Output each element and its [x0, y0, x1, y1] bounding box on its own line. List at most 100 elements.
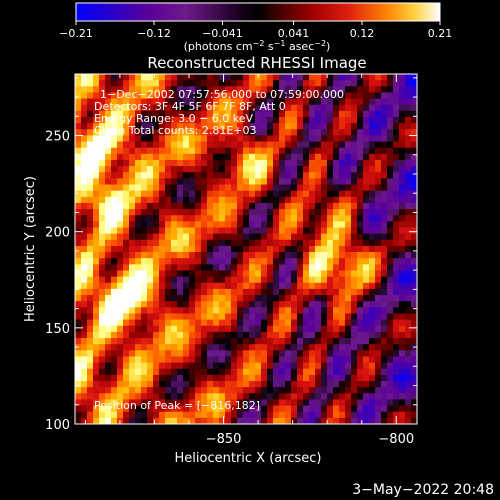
- heatmap-cell: [123, 190, 130, 198]
- heatmap-cell: [141, 282, 148, 290]
- heatmap-cell: [405, 258, 412, 265]
- heatmap-cell: [243, 387, 250, 394]
- heatmap-cell: [189, 252, 196, 259]
- heatmap-cell: [315, 190, 322, 198]
- heatmap-cell: [237, 86, 244, 94]
- heatmap-cell: [303, 92, 310, 100]
- heatmap-cell: [357, 350, 364, 358]
- heatmap-cell: [219, 74, 226, 81]
- heatmap-cell: [237, 227, 244, 235]
- heatmap-cell: [243, 233, 250, 241]
- heatmap-cell: [165, 110, 172, 118]
- heatmap-cell: [279, 350, 286, 358]
- heatmap-cell: [183, 147, 190, 155]
- heatmap-cell: [333, 264, 340, 272]
- heatmap-cell: [363, 245, 370, 253]
- heatmap-cell: [315, 411, 322, 419]
- heatmap-cell: [405, 147, 412, 155]
- heatmap-cell: [285, 227, 292, 235]
- heatmap-cell: [369, 350, 376, 358]
- heatmap-cell: [339, 129, 346, 137]
- heatmap-cell: [129, 295, 136, 302]
- heatmap-cell: [267, 331, 274, 339]
- heatmap-cell: [129, 381, 136, 388]
- heatmap-cell: [273, 184, 280, 192]
- heatmap-cell: [129, 362, 136, 370]
- heatmap-cell: [135, 350, 142, 358]
- heatmap-cell: [117, 387, 124, 394]
- heatmap-cell: [279, 92, 286, 100]
- heatmap-cell: [297, 405, 304, 413]
- heatmap-cell: [255, 295, 262, 302]
- heatmap-cell: [237, 221, 244, 229]
- heatmap-cell: [99, 301, 106, 308]
- heatmap-cell: [279, 381, 286, 388]
- heatmap-cell: [153, 153, 160, 161]
- heatmap-cell: [135, 172, 142, 179]
- heatmap-cell: [165, 276, 172, 284]
- heatmap-cell: [111, 245, 118, 253]
- heatmap-cell: [387, 190, 394, 198]
- heatmap-cell: [387, 411, 394, 419]
- heatmap-cell: [81, 159, 88, 167]
- heatmap-cell: [249, 313, 256, 321]
- heatmap-cell: [159, 393, 166, 401]
- heatmap-cell: [261, 196, 268, 204]
- heatmap-cell: [219, 178, 226, 186]
- heatmap-cell: [153, 245, 160, 253]
- heatmap-cell: [111, 325, 118, 333]
- heatmap-cell: [321, 209, 328, 216]
- heatmap-cell: [87, 92, 94, 100]
- heatmap-cell: [303, 319, 310, 327]
- heatmap-cell: [339, 374, 346, 382]
- heatmap-cell: [357, 387, 364, 394]
- heatmap-cell: [387, 227, 394, 235]
- heatmap-cell: [315, 233, 322, 241]
- heatmap-cell: [399, 258, 406, 265]
- heatmap-cell: [171, 325, 178, 333]
- heatmap-cell: [345, 331, 352, 339]
- heatmap-cell: [381, 331, 388, 339]
- heatmap-cell: [99, 374, 106, 382]
- heatmap-cell: [75, 141, 82, 149]
- heatmap-cell: [99, 264, 106, 272]
- heatmap-cell: [405, 172, 412, 179]
- heatmap-cell: [279, 215, 286, 222]
- heatmap-cell: [303, 184, 310, 192]
- heatmap-cell: [207, 166, 214, 173]
- heatmap-cell: [123, 288, 130, 296]
- heatmap-cell: [255, 178, 262, 186]
- heatmap-cell: [381, 338, 388, 345]
- heatmap-cell: [327, 202, 334, 210]
- heatmap-cell: [225, 319, 232, 327]
- heatmap-cell: [405, 387, 412, 394]
- heatmap-cell: [237, 92, 244, 100]
- heatmap-cell: [177, 135, 184, 143]
- heatmap-cell: [333, 362, 340, 370]
- heatmap-cell: [327, 221, 334, 229]
- heatmap-cell: [411, 368, 417, 376]
- heatmap-cell: [399, 209, 406, 216]
- heatmap-cell: [195, 74, 202, 81]
- heatmap-cell: [237, 282, 244, 290]
- heatmap-cell: [357, 92, 364, 100]
- heatmap-cell: [213, 282, 220, 290]
- heatmap-cell: [261, 172, 268, 179]
- annotation-line: Energy Range: 3.0 − 6.0 keV: [94, 112, 254, 125]
- heatmap-cell: [309, 74, 316, 81]
- heatmap-cell: [291, 288, 298, 296]
- heatmap-cell: [81, 202, 88, 210]
- heatmap-cell: [87, 288, 94, 296]
- heatmap-cell: [243, 80, 250, 87]
- heatmap-cell: [363, 123, 370, 130]
- heatmap-cell: [189, 233, 196, 241]
- heatmap-cell: [375, 92, 382, 100]
- heatmap-cell: [273, 331, 280, 339]
- heatmap-cell: [387, 129, 394, 137]
- heatmap-cell: [81, 338, 88, 345]
- heatmap-cell: [351, 270, 358, 278]
- heatmap-cell: [357, 147, 364, 155]
- heatmap-cell: [159, 313, 166, 321]
- heatmap-cell: [297, 227, 304, 235]
- heatmap-cell: [369, 86, 376, 94]
